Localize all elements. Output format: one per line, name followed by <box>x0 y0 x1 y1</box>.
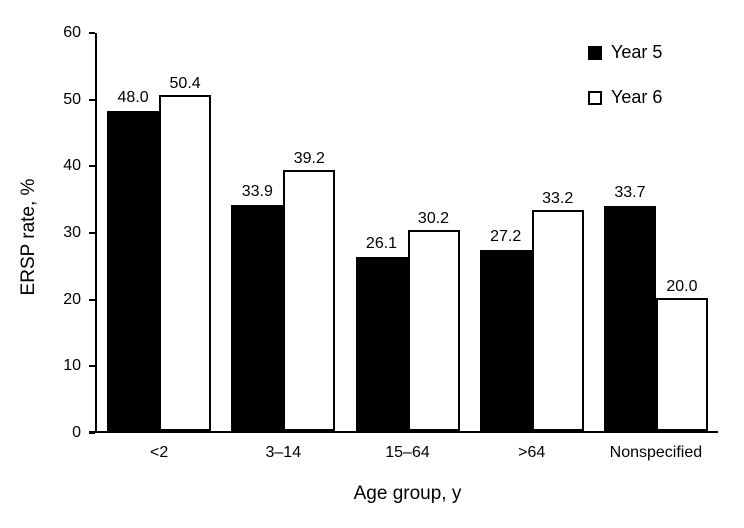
bar-year-6-3-14: 39.2 <box>283 150 336 431</box>
y-axis-title: ERSP rate, % <box>18 178 39 296</box>
y-axis-line <box>95 33 97 433</box>
value-label: 20.0 <box>666 277 698 295</box>
y-tick-label: 20 <box>63 290 81 308</box>
bar-group-3-14: 33.9 39.2 3–14 <box>221 33 345 461</box>
value-label: 50.4 <box>169 75 201 92</box>
bar-group-nonspecified: 33.7 20.0 Nonspecified <box>594 33 718 461</box>
x-tick-label: <2 <box>149 444 169 461</box>
bar-year-5-15-64: 26.1 <box>355 235 408 431</box>
x-tick-label: >64 <box>518 444 546 461</box>
legend-label-year6: Year 6 <box>611 87 663 107</box>
plot-area: 48.0 50.4 <2 33.9 39.2 3–14 26.1 30.2 15–64 27.2 3… <box>97 33 718 461</box>
value-label: 30.2 <box>417 209 450 227</box>
bar-year-6-2: 50.4 <box>159 75 212 431</box>
legend-item-year5: Year 5 <box>588 42 662 63</box>
value-label: 33.7 <box>614 184 646 202</box>
legend-label-year5: Year 5 <box>611 42 663 62</box>
bar-group-2: 48.0 50.4 <2 <box>97 33 221 461</box>
x-tick-label: 15–64 <box>385 444 430 461</box>
bar-year-5-nonspecified: 33.7 <box>603 184 656 431</box>
value-label: 27.2 <box>490 227 522 245</box>
value-label: 33.9 <box>241 183 273 200</box>
y-tick-label: 10 <box>63 357 81 375</box>
bar-year-6-nonspecified: 20.0 <box>655 278 708 431</box>
year5-filled-square-icon <box>588 45 602 60</box>
x-tick-label: 3–14 <box>265 444 302 461</box>
y-tick <box>89 232 95 234</box>
bar-year-5-64: 27.2 <box>479 228 532 431</box>
year6-outlined-square-icon <box>588 90 602 105</box>
y-tick-label: 30 <box>63 224 81 241</box>
value-label: 26.1 <box>365 235 398 252</box>
y-tick <box>89 298 95 301</box>
y-tick <box>89 165 95 168</box>
bar-year-5-3-14: 33.9 <box>231 183 284 431</box>
y-tick <box>89 365 95 368</box>
bar-group-64: 27.2 33.2 >64 <box>470 33 594 461</box>
legend-item-year6: Year 6 <box>588 87 662 108</box>
legend: Year 5 Year 6 <box>588 42 662 108</box>
y-tick <box>89 98 95 101</box>
bar-year-6-64: 33.2 <box>531 190 584 431</box>
y-tick-label: 0 <box>72 424 81 441</box>
bar-year-5-2: 48.0 <box>107 89 160 431</box>
bar-group-15-64: 26.1 30.2 15–64 <box>345 33 469 461</box>
y-tick-label: 40 <box>63 157 81 175</box>
value-label: 48.0 <box>117 89 149 106</box>
x-axis-line <box>89 431 718 433</box>
y-tick-label: 50 <box>63 90 81 108</box>
y-tick <box>89 432 95 434</box>
y-tick <box>89 32 95 34</box>
value-label: 39.2 <box>293 149 325 167</box>
bar-year-6-15-64: 30.2 <box>407 210 460 431</box>
x-tick-label: Nonspecified <box>609 444 703 461</box>
x-axis-title: Age group, y <box>353 483 462 504</box>
y-tick-label: 60 <box>63 24 81 41</box>
value-label: 33.2 <box>542 189 574 207</box>
